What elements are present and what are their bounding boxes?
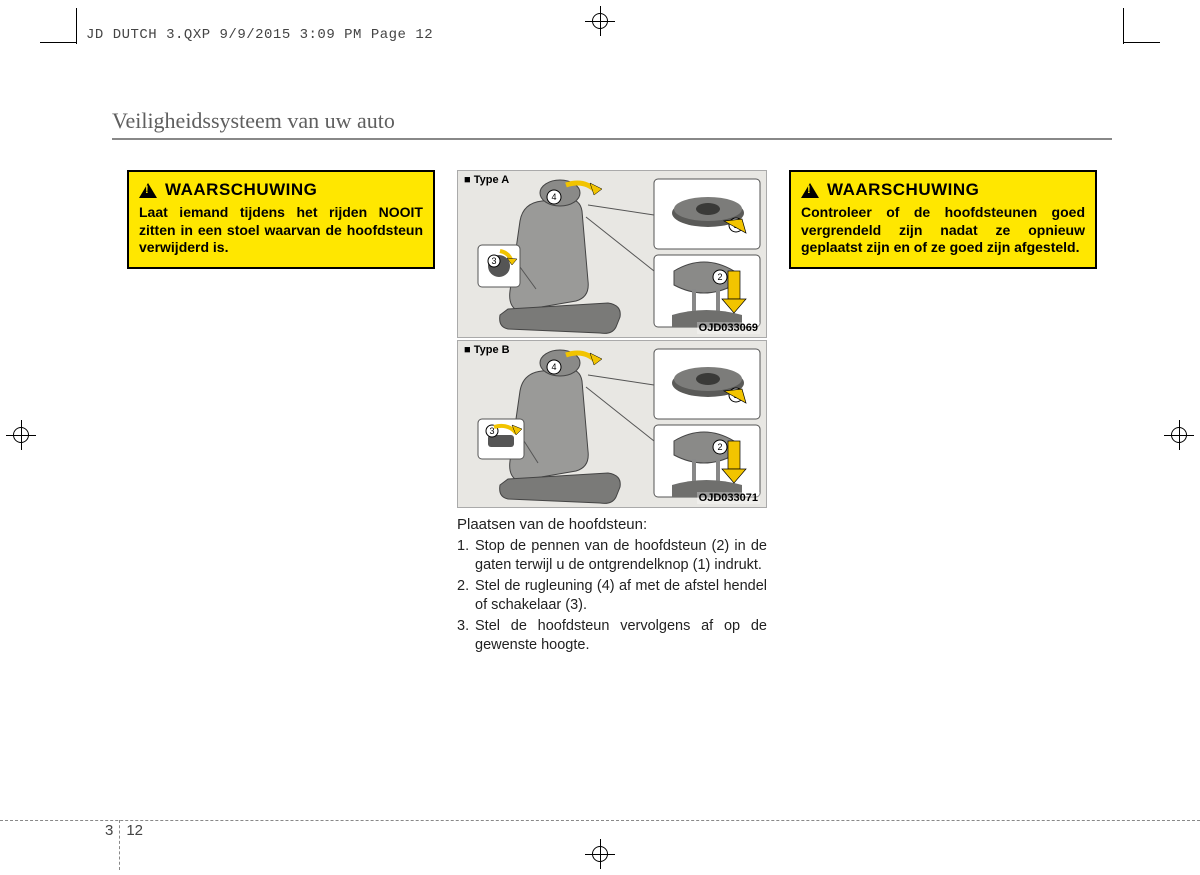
print-header: JD DUTCH 3.QXP 9/9/2015 3:09 PM Page 12 [86, 27, 433, 43]
center-column: ■ Type A 3 [457, 170, 767, 657]
figure-type-b: ■ Type B 3 4 [457, 340, 767, 508]
figure-b-code: OJD033071 [697, 492, 760, 504]
instruction-text: Stel de rugleuning (4) af met de afstel … [475, 577, 767, 614]
callout-3: 3 [491, 256, 496, 266]
callout-4b: 4 [551, 362, 556, 372]
instruction-num: 2. [457, 577, 475, 614]
instructions-heading: Plaatsen van de hoofdsteun: [457, 516, 767, 533]
instruction-num: 3. [457, 617, 475, 654]
warning-body: Controleer of de hoofdsteunen goed vergr… [801, 204, 1085, 257]
instruction-item: 2. Stel de rugleuning (4) af met de afst… [457, 577, 767, 614]
warning-icon [139, 183, 157, 198]
right-column: WAARSCHUWING Controleer of de hoofdsteun… [789, 170, 1097, 657]
warning-title: WAARSCHUWING [827, 180, 979, 200]
page-num: 12 [120, 822, 143, 839]
left-column: WAARSCHUWING Laat iemand tijdens het rij… [127, 170, 435, 657]
instruction-text: Stel de hoofdsteun vervolgens af op de g… [475, 617, 767, 654]
instruction-item: 1. Stop de pennen van de hoofdsteun (2) … [457, 537, 767, 574]
warning-body: Laat iemand tijdens het rijden NOOIT zit… [139, 204, 423, 257]
callout-4: 4 [551, 192, 556, 202]
instruction-num: 1. [457, 537, 475, 574]
instruction-item: 3. Stel de hoofdsteun vervolgens af op d… [457, 617, 767, 654]
section-underline [112, 138, 1112, 140]
figure-a-code: OJD033069 [697, 322, 760, 334]
figure-b-label: ■ Type B [464, 344, 510, 356]
callout-2b: 2 [717, 442, 722, 452]
warning-box-left: WAARSCHUWING Laat iemand tijdens het rij… [127, 170, 435, 269]
page-footer-line [0, 820, 1200, 821]
callout-2: 2 [717, 272, 722, 282]
warning-icon [801, 183, 819, 198]
instruction-text: Stop de pennen van de hoofdsteun (2) in … [475, 537, 767, 574]
figure-b-svg: 3 4 1 [458, 341, 768, 509]
figure-type-a: ■ Type A 3 [457, 170, 767, 338]
callout-3b: 3 [489, 426, 494, 436]
warning-box-right: WAARSCHUWING Controleer of de hoofdsteun… [789, 170, 1097, 269]
page-number: 3 12 [105, 822, 143, 870]
figure-a-svg: 3 4 1 [458, 171, 768, 339]
figure-a-label: ■ Type A [464, 174, 509, 186]
section-title: Veiligheidssysteem van uw auto [112, 108, 395, 134]
warning-title: WAARSCHUWING [165, 180, 317, 200]
page-section: 3 [105, 822, 119, 839]
instructions-list: 1. Stop de pennen van de hoofdsteun (2) … [457, 537, 767, 654]
